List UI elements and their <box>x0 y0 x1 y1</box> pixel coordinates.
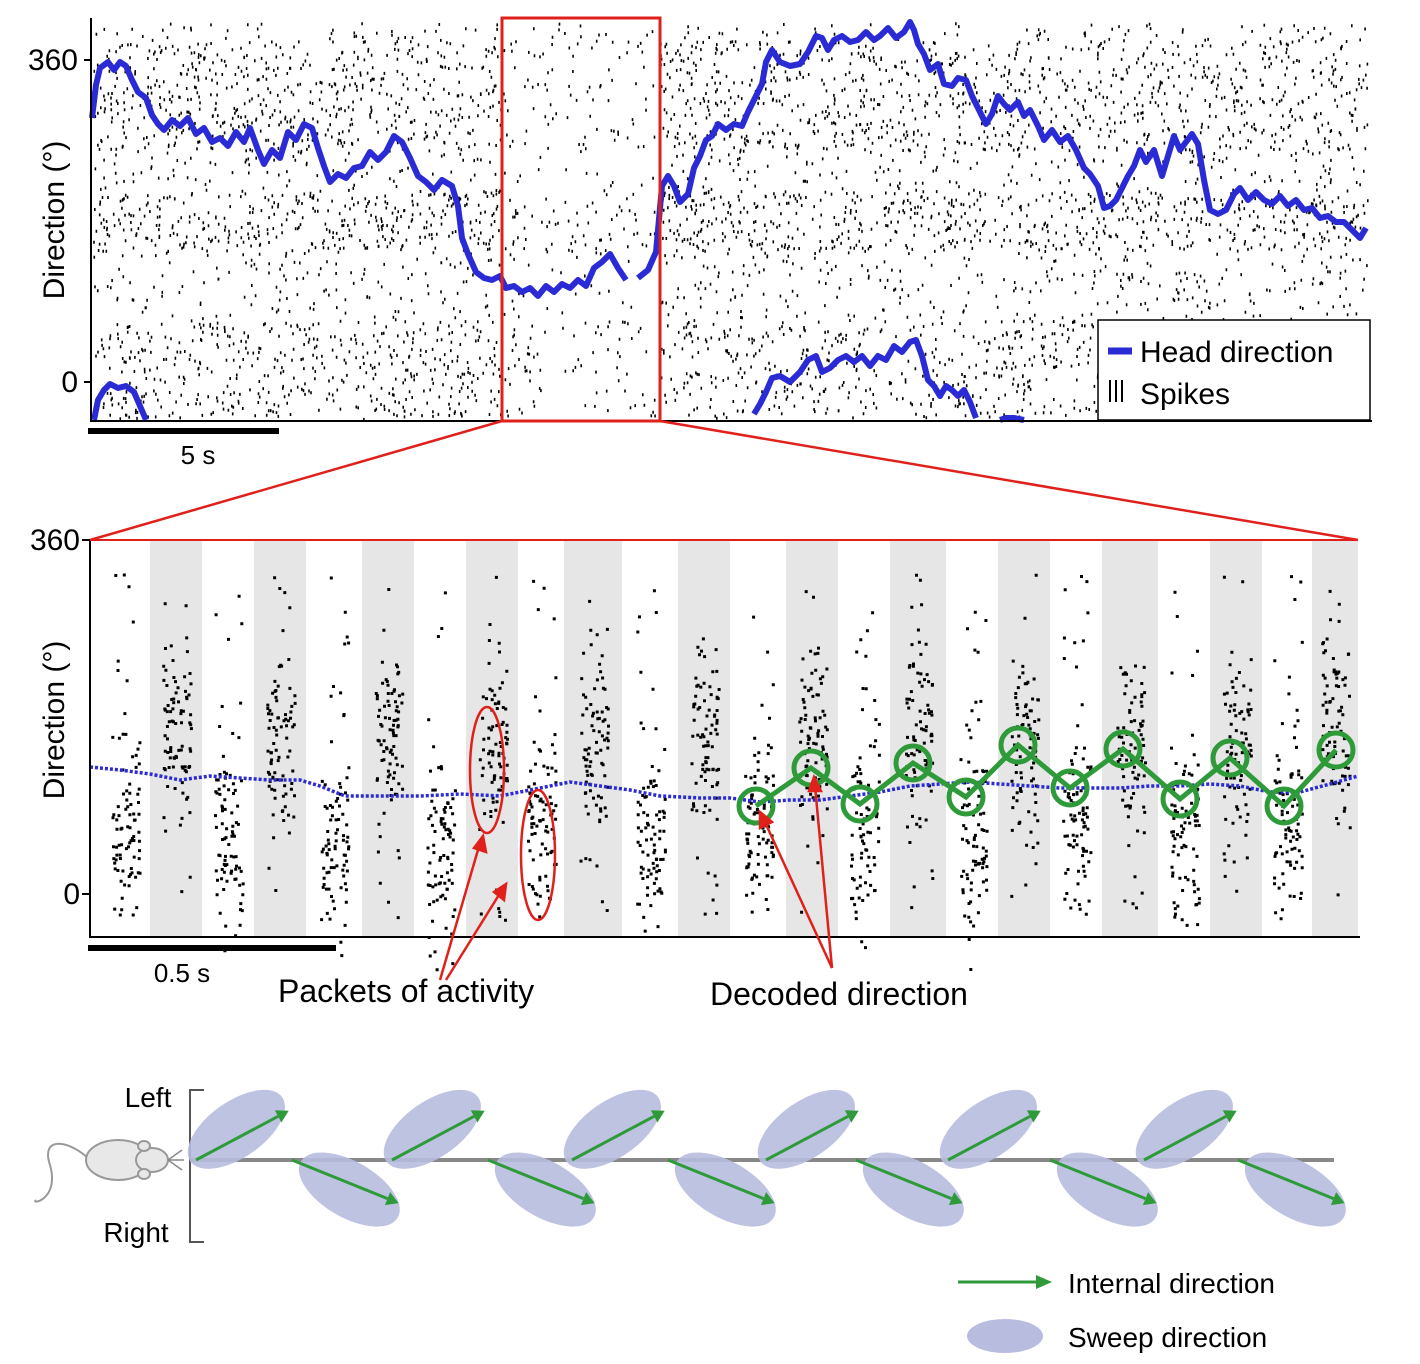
panel-a: 360 0 Direction (°) 5 s Head direction S… <box>28 16 1372 470</box>
panel-b: 360 0 Direction (°) 0.5 s Packets of act… <box>30 524 1360 1012</box>
sweep-ellipse <box>383 1089 481 1169</box>
internal-direction-arrow <box>1049 1158 1147 1200</box>
activity-packet-outline <box>519 788 557 922</box>
sweep-ellipse <box>1135 1089 1233 1169</box>
decoded-direction-line <box>754 741 1338 810</box>
internal-direction-arrow <box>195 1115 279 1162</box>
legend <box>1097 319 1371 421</box>
internal-direction-arrow <box>571 1115 655 1162</box>
sweep-ellipse <box>1056 1152 1158 1227</box>
head-direction-trace <box>636 19 1369 281</box>
scale-bar-label: 0.5 s <box>154 958 210 988</box>
internal-direction-arrow <box>855 1158 953 1200</box>
sweep-ellipse <box>298 1152 400 1227</box>
internal-direction-arrow <box>947 1115 1031 1162</box>
legend-sweep-swatch <box>967 1319 1043 1353</box>
head-direction-trace <box>89 59 629 299</box>
y-tick-label: 360 <box>30 524 80 557</box>
y-tick-label: 360 <box>28 44 78 77</box>
theta-cycle-shading <box>150 541 1358 936</box>
legend-head-direction-label: Head direction <box>1140 336 1333 369</box>
lateral-axis-bracket <box>189 1089 204 1243</box>
sweep-ellipse <box>674 1152 776 1227</box>
internal-direction-arrowhead <box>1330 1192 1345 1206</box>
head-direction-trace <box>91 381 149 422</box>
internal-direction-arrow <box>1237 1158 1335 1200</box>
head-direction-trace <box>89 765 1359 804</box>
internal-direction-arrowhead <box>948 1192 963 1206</box>
internal-direction-arrowhead <box>274 1110 289 1123</box>
head-direction-trace <box>751 337 979 420</box>
y-tick-label: 0 <box>61 366 78 399</box>
head-direction-trace <box>999 415 1025 423</box>
internal-direction-arrow <box>765 1115 849 1162</box>
legend-spikes-label: Spikes <box>1140 378 1230 411</box>
activity-packet-outline <box>468 705 506 835</box>
internal-direction-arrowhead <box>470 1110 485 1123</box>
sweep-ellipse <box>187 1089 285 1169</box>
legend-spikes-swatch <box>1109 380 1123 402</box>
decoded-direction-markers <box>736 725 1356 826</box>
sweep-ellipse <box>862 1152 964 1227</box>
right-label: Right <box>103 1217 169 1248</box>
sweep-ellipse <box>757 1089 855 1169</box>
sweep-ellipse <box>494 1152 596 1227</box>
internal-direction-arrowhead <box>1026 1110 1041 1123</box>
internal-direction-arrow <box>291 1158 389 1200</box>
zoom-connector-line <box>659 419 1359 542</box>
decoded-annotation-label: Decoded direction <box>710 976 968 1012</box>
decoded-annotation-arrows <box>758 773 834 969</box>
packets-annotation-arrows <box>438 832 508 981</box>
internal-direction-arrowhead <box>650 1110 665 1123</box>
left-label: Left <box>125 1082 172 1113</box>
sweep-sequence <box>187 1089 1346 1227</box>
scale-bar-label: 5 s <box>181 440 216 470</box>
sweep-ellipse <box>939 1089 1037 1169</box>
legend-internal-label: Internal direction <box>1068 1268 1275 1299</box>
internal-direction-arrowhead <box>580 1192 595 1206</box>
internal-direction-arrowhead <box>760 1192 775 1206</box>
internal-direction-arrowhead <box>1222 1110 1237 1123</box>
sweep-ellipse <box>1244 1152 1346 1227</box>
spike-raster-a <box>93 22 1369 421</box>
rat-icon <box>34 1139 184 1203</box>
y-axis-label: Direction (°) <box>38 641 71 800</box>
legend-internal-arrowhead <box>1036 1275 1052 1289</box>
internal-direction-arrow <box>391 1115 475 1162</box>
internal-direction-arrow <box>487 1158 585 1200</box>
sweep-ellipse <box>563 1089 661 1169</box>
internal-direction-arrowhead <box>1142 1192 1157 1206</box>
y-axis-label: Direction (°) <box>38 141 71 300</box>
internal-direction-arrow <box>1143 1115 1227 1162</box>
zoom-highlight-box <box>500 16 662 423</box>
zoom-connector-line <box>89 419 503 542</box>
internal-direction-arrow <box>667 1158 765 1200</box>
panel-c: Left Right Internal direction Sweep dire… <box>34 1082 1346 1353</box>
internal-direction-arrowhead <box>384 1192 399 1206</box>
legend-sweep-label: Sweep direction <box>1068 1322 1267 1353</box>
packets-annotation-label: Packets of activity <box>278 973 534 1009</box>
internal-direction-arrowhead <box>844 1110 859 1123</box>
y-tick-label: 0 <box>63 878 80 911</box>
